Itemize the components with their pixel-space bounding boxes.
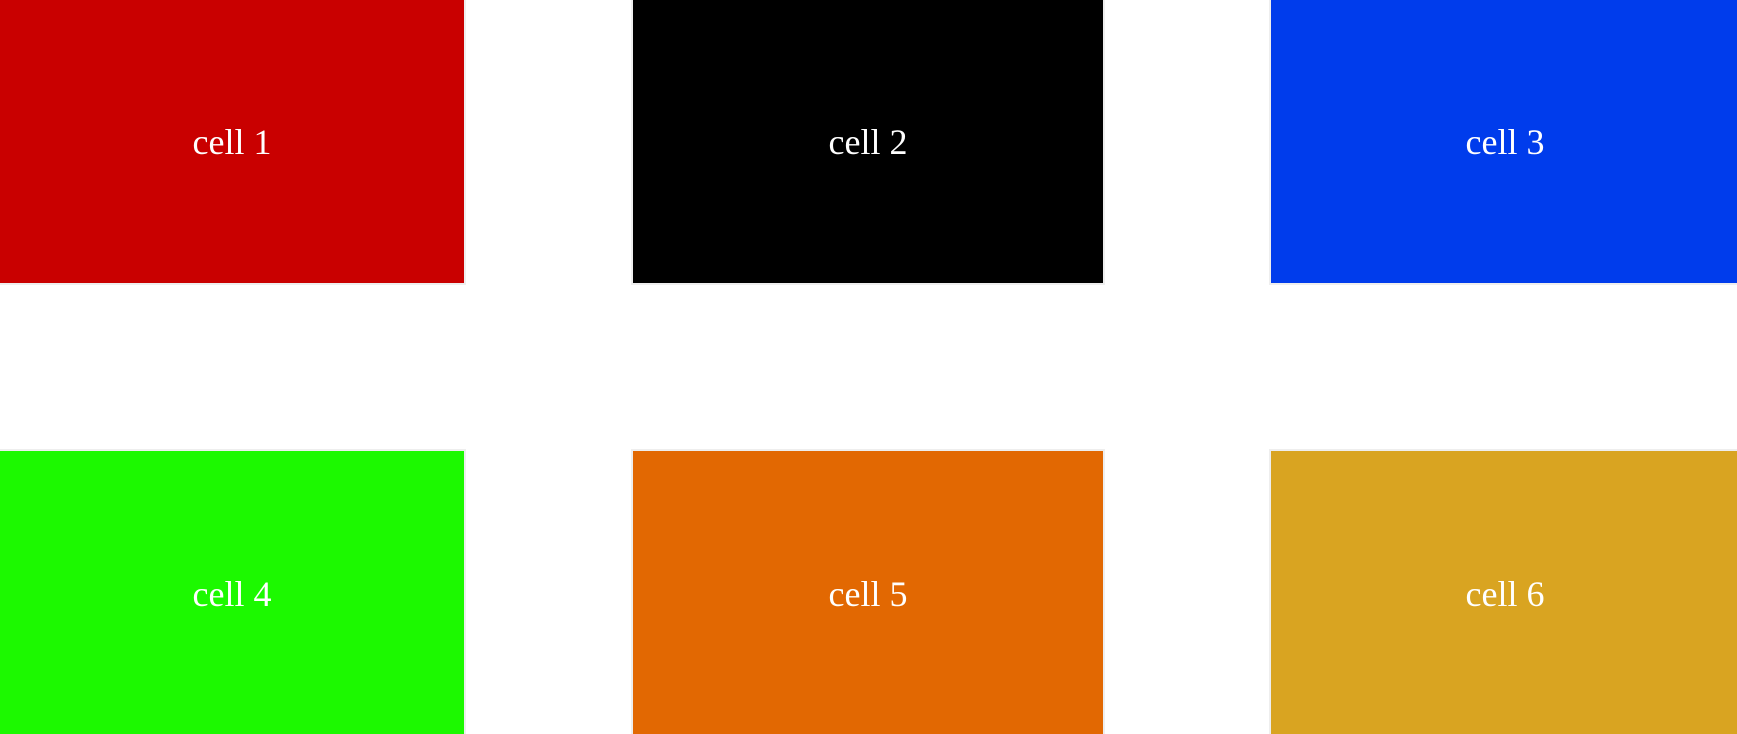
cell-label: cell 4 bbox=[192, 573, 272, 614]
grid-cell-3: cell 3 bbox=[1269, 0, 1737, 285]
grid-cell-2: cell 2 bbox=[631, 0, 1105, 285]
grid-cell-6: cell 6 bbox=[1269, 449, 1737, 734]
grid-cell-4: cell 4 bbox=[0, 449, 466, 734]
grid-cell-5: cell 5 bbox=[631, 449, 1105, 734]
cell-label: cell 6 bbox=[1465, 573, 1545, 614]
grid-cell-1: cell 1 bbox=[0, 0, 466, 285]
cell-label: cell 2 bbox=[828, 121, 908, 162]
cell-label: cell 3 bbox=[1465, 121, 1545, 162]
cell-label: cell 1 bbox=[192, 121, 272, 162]
cell-label: cell 5 bbox=[828, 573, 908, 614]
